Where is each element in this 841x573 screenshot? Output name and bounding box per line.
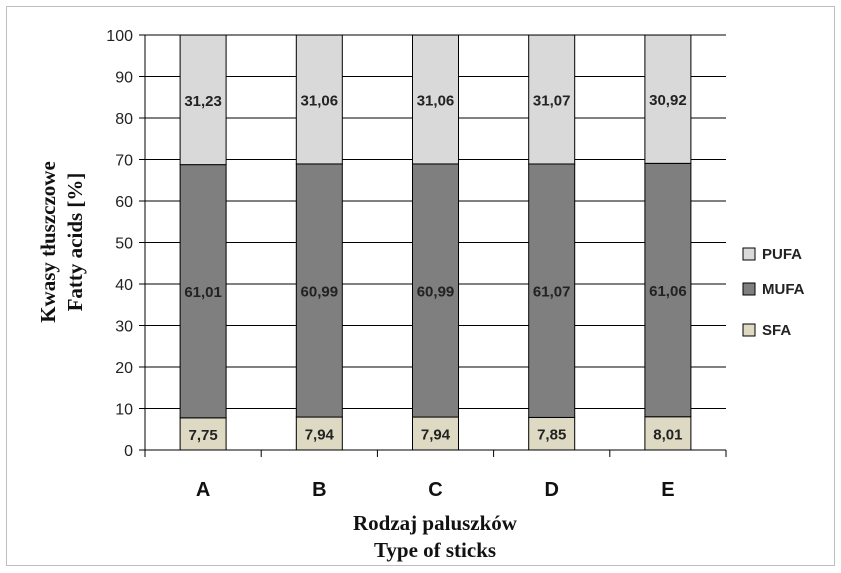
legend-label-mufa: MUFA [762,281,805,298]
y-tick-label: 70 [115,153,133,170]
legend: PUFA MUFA SFA [742,246,805,339]
data-label-pufa-c: 31,06 [417,92,455,109]
data-label-pufa-a: 31,23 [184,93,222,110]
x-axis-title-line2: Type of sticks [374,538,496,562]
bar-pufa-d [528,34,576,165]
data-label-mufa-d: 61,07 [533,284,571,301]
bars [179,34,692,451]
bar-sfa-e [644,416,692,451]
y-tick-label: 10 [115,402,133,419]
axes: 0 10 20 30 40 50 60 70 80 90 100 A B C D E [106,28,727,501]
x-category-label: C [428,479,442,501]
bar-mufa-a [179,164,227,419]
data-label-pufa-b: 31,06 [301,92,339,109]
y-tick-label: 50 [115,236,133,253]
bar-mufa-c [412,163,459,418]
legend-swatch-mufa [742,282,756,296]
data-label-sfa-a: 7,75 [188,427,217,444]
x-axis-title-line1: Rodzaj paluszków [353,511,518,535]
data-label-mufa-b: 60,99 [301,283,339,300]
y-tick-label: 40 [115,277,133,294]
data-label-mufa-a: 61,01 [184,284,222,301]
x-category-label: E [661,479,674,501]
chart-frame [6,6,835,566]
bar-pufa-b [295,34,343,165]
data-label-sfa-d: 7,85 [537,427,566,444]
y-tick-label: 80 [115,111,133,128]
legend-label-sfa: SFA [762,322,791,339]
data-label-pufa-e: 30,92 [649,92,687,109]
y-axis-title-line1: Kwasy tłuszczowe [36,161,60,323]
data-label-mufa-c: 60,99 [417,283,455,300]
y-tick-label: 0 [124,443,133,460]
y-tick-label: 20 [115,360,133,377]
x-category-label: B [312,479,326,501]
legend-swatch-sfa [742,323,756,337]
bar-mufa-b [295,163,343,418]
data-labels: 7,75 61,01 31,23 7,94 60,99 31,06 7,94 60,99 31,… [184,92,686,444]
y-axis-title-line2: Fatty acids [%] [63,173,87,312]
bar-mufa-d [528,163,576,418]
bar-sfa-b [295,416,343,451]
bar-pufa-a [179,34,227,166]
y-tick-label: 100 [106,28,133,45]
bar-pufa-e [644,34,692,164]
x-category-label: A [196,479,210,501]
data-label-pufa-d: 31,07 [533,93,571,110]
y-tick-label: 90 [115,70,133,87]
legend-label-pufa: PUFA [762,246,802,263]
data-label-mufa-e: 61,06 [649,283,687,300]
y-tick-label: 30 [115,319,133,336]
x-category-label: D [544,479,558,501]
legend-swatch-pufa [742,247,756,261]
bar-pufa-c [412,34,459,165]
bar-sfa-a [179,417,227,451]
data-label-sfa-c: 7,94 [421,427,451,444]
bar-sfa-d [528,416,576,451]
bar-mufa-e [644,162,692,418]
y-tick-label: 60 [115,194,133,211]
bar-sfa-c [412,416,459,451]
data-label-sfa-e: 8,01 [653,426,682,443]
data-label-sfa-b: 7,94 [305,427,335,444]
